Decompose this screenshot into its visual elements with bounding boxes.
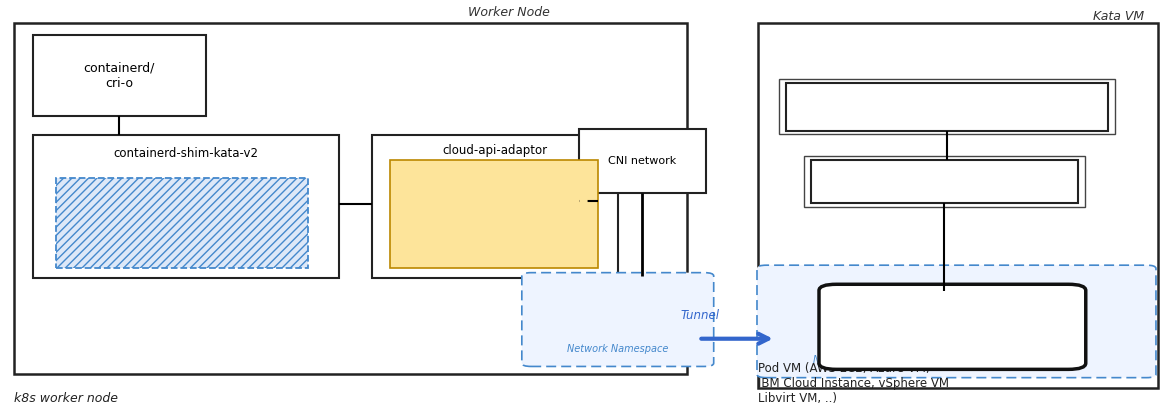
Text: agent-protocol-forwarder: agent-protocol-forwarder xyxy=(878,102,1017,112)
FancyBboxPatch shape xyxy=(522,273,714,366)
Bar xyxy=(33,135,339,278)
Bar xyxy=(14,23,687,374)
Text: (Remote Hypervisor Implementation): (Remote Hypervisor Implementation) xyxy=(424,161,566,170)
Text: containers: containers xyxy=(921,320,984,333)
Bar xyxy=(758,23,1158,388)
Text: Worker Node: Worker Node xyxy=(468,6,550,19)
Bar xyxy=(33,35,206,116)
Bar xyxy=(579,129,706,193)
Bar xyxy=(56,178,308,268)
Text: containerd-shim-kata-v2: containerd-shim-kata-v2 xyxy=(113,147,259,160)
Bar xyxy=(804,156,1085,207)
Text: cloud-api-adaptor: cloud-api-adaptor xyxy=(442,144,548,157)
Text: Pod VM (AWS EC2, Azure VM,
IBM Cloud Instance, vSphere VM
Libvirt VM, ..): Pod VM (AWS EC2, Azure VM, IBM Cloud Ins… xyxy=(758,361,949,405)
Text: CNI network: CNI network xyxy=(608,156,676,166)
Bar xyxy=(390,160,598,268)
Text: Network Namespace: Network Namespace xyxy=(567,344,668,354)
Bar xyxy=(779,79,1115,134)
Text: containerd/
cri-o: containerd/ cri-o xyxy=(83,62,156,90)
Text: Remote Hypervisor
Support: Remote Hypervisor Support xyxy=(129,212,235,234)
Text: Network Namespace: Network Namespace xyxy=(813,355,915,365)
Text: Kata VM: Kata VM xyxy=(1093,10,1144,23)
Text: Tunnel: Tunnel xyxy=(680,309,720,322)
Bar xyxy=(372,135,618,278)
Text: k8s worker node: k8s worker node xyxy=(14,392,118,405)
Bar xyxy=(811,160,1078,203)
FancyBboxPatch shape xyxy=(819,284,1086,369)
Bar xyxy=(786,83,1108,131)
Text: kata-agent: kata-agent xyxy=(911,175,977,188)
FancyBboxPatch shape xyxy=(757,265,1156,378)
Text: Cloud Provider
Specific
Implementation: Cloud Provider Specific Implementation xyxy=(449,197,538,230)
